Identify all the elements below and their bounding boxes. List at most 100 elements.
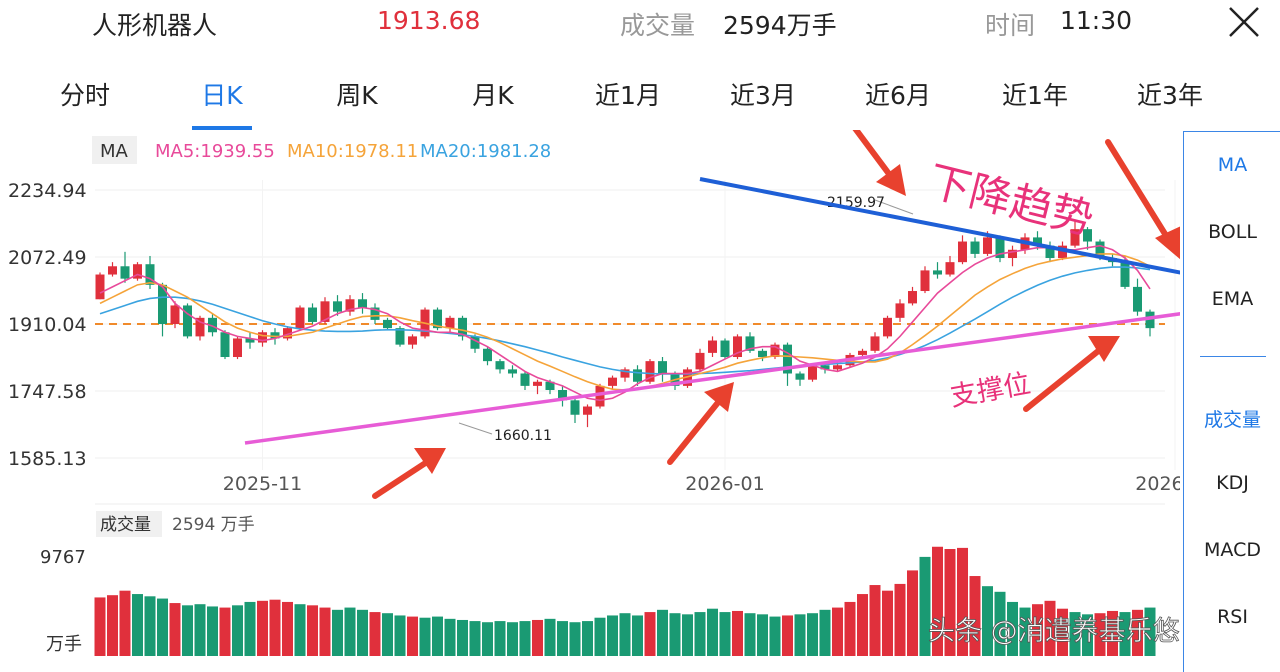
volume-bar <box>607 615 618 656</box>
volume-bar <box>1032 604 1043 656</box>
candle-body <box>1045 245 1055 259</box>
candle-body <box>158 284 167 325</box>
period-tabs: 分时 日K 周K 月K 近1月 近3月 近6月 近1年 近3年 <box>0 60 1203 130</box>
volume-bar <box>807 613 818 656</box>
volume-bar <box>844 601 856 656</box>
indicator-rsi[interactable]: RSI <box>1217 606 1248 628</box>
indicator-volume[interactable]: 成交量 <box>1203 409 1261 431</box>
volume-bar <box>144 596 156 656</box>
tab-daily-k[interactable]: 日K <box>201 81 243 110</box>
volume-bar <box>794 614 806 656</box>
volume-bar <box>1019 607 1031 656</box>
legend-ma-title: MA <box>100 141 129 162</box>
volume-bar <box>1144 607 1156 656</box>
x-tick-label: 2026-03 <box>1135 473 1180 495</box>
arrow-annotation <box>667 382 734 465</box>
volume-legend-box <box>96 511 162 537</box>
candle-body <box>208 317 217 333</box>
candle-body <box>745 336 755 351</box>
indicator-macd[interactable]: MACD <box>1204 539 1261 561</box>
time-label: 时间 <box>985 11 1036 40</box>
tab-3-months[interactable]: 近3月 <box>730 81 796 110</box>
tab-monthly-k[interactable]: 月K <box>472 81 514 110</box>
support-trendline <box>244 312 1180 445</box>
y-axis-ticks: 2234.94 2072.49 1910.04 1747.58 1585.13 <box>8 180 87 470</box>
candle-body <box>983 237 992 254</box>
candle-body <box>808 365 817 380</box>
volume-bar <box>869 585 881 656</box>
candle-body <box>608 377 617 386</box>
candle-body <box>870 336 880 351</box>
indicator-panel: MA BOLL EMA 成交量 KDJ MACD RSI <box>1183 131 1280 672</box>
volume-bar <box>1082 614 1093 656</box>
candle-body <box>283 328 292 339</box>
candle-body <box>108 266 117 275</box>
candle-body <box>133 264 142 279</box>
resistance-trendline <box>699 177 1180 275</box>
volume-bar <box>157 598 168 656</box>
tab-3-years[interactable]: 近3年 <box>1137 81 1203 110</box>
legend-ma20: MA20:1981.28 <box>420 141 551 162</box>
y-tick-label: 1910.04 <box>8 314 87 336</box>
indicator-ema[interactable]: EMA <box>1211 288 1254 310</box>
candle-body <box>695 352 705 370</box>
indicator-kdj[interactable]: KDJ <box>1216 472 1249 494</box>
indicator-ma[interactable]: MA <box>1217 154 1248 176</box>
panel-divider <box>1200 356 1266 357</box>
volume-bar <box>1069 612 1081 656</box>
volume-bar <box>282 601 293 656</box>
tab-weekly-k[interactable]: 周K <box>336 81 378 110</box>
volume-bar <box>957 547 968 656</box>
candle-body <box>633 369 642 382</box>
close-icon[interactable] <box>1226 4 1262 40</box>
candle-body <box>495 361 505 370</box>
candle-body <box>1070 229 1080 246</box>
volume-bar <box>782 615 793 656</box>
candle-body <box>445 317 455 329</box>
volume-bar <box>344 607 356 656</box>
candle-body <box>583 406 592 415</box>
tab-1-year[interactable]: 近1年 <box>1002 81 1068 110</box>
volume-bar <box>1094 613 1106 656</box>
tab-6-months[interactable]: 近6月 <box>865 81 931 110</box>
current-price: 1913.68 <box>377 6 481 35</box>
volume-bar <box>557 621 568 656</box>
volume-bar <box>632 615 643 656</box>
kline-chart[interactable]: MA MA5:1939.55 MA10:1978.11 MA20:1981.28… <box>0 130 1180 664</box>
volume-bar <box>694 612 706 656</box>
candle-body <box>995 237 1005 259</box>
candle-body <box>470 336 480 349</box>
candle-body <box>245 338 255 343</box>
volume-bar <box>1007 601 1018 656</box>
tab-1-month[interactable]: 近1月 <box>595 81 661 110</box>
volume-bar <box>219 607 231 656</box>
candle-body <box>483 348 492 362</box>
volume-bar <box>819 609 831 656</box>
indicator-boll[interactable]: BOLL <box>1208 221 1257 243</box>
candle-body <box>645 361 655 382</box>
candle-body <box>170 305 180 325</box>
support-annotation: 支撑位 <box>948 368 1033 413</box>
x-axis-ticks: 2025-11 2026-01 2026-03 <box>223 473 1180 495</box>
tab-intraday[interactable]: 分时 <box>59 81 111 110</box>
volume-bar <box>419 617 431 656</box>
candle-body <box>933 270 942 275</box>
candle-body <box>570 400 580 415</box>
volume-title: 成交量 <box>100 515 151 535</box>
candle-body <box>533 381 542 386</box>
stock-name: 人形机器人 <box>92 11 218 40</box>
volume-bar <box>569 622 581 656</box>
arrow-annotation <box>852 130 906 196</box>
volume-bar <box>982 586 993 656</box>
volume-bar <box>1119 612 1131 656</box>
volume-bar <box>457 619 468 656</box>
volume-bar <box>1044 600 1056 656</box>
candle-body <box>595 385 605 407</box>
x-tick-label: 2025-11 <box>223 473 302 495</box>
volume-bar <box>382 613 393 656</box>
x-tick-label: 2026-01 <box>685 473 764 495</box>
downtrend-annotation: 下降趋势 <box>924 156 1099 244</box>
volume-bar <box>469 621 481 656</box>
candle-body <box>333 301 342 312</box>
low-marker: 1660.11 <box>458 422 552 444</box>
